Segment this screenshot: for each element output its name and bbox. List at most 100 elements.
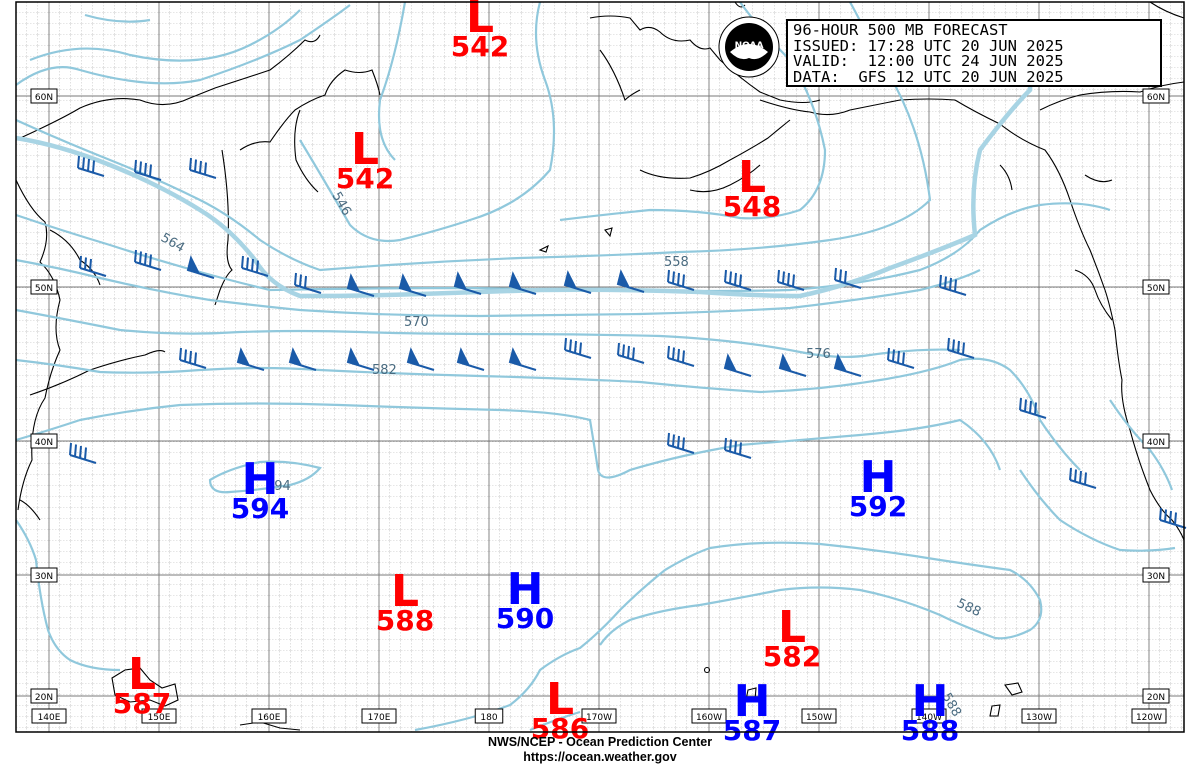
svg-text:40N: 40N [35,438,53,448]
wind-barb [667,345,695,367]
noaa-logo: NOAA [718,16,780,78]
wind-barb [617,342,645,364]
lat-label-left: 60N [30,88,58,104]
lat-label-right: 20N [1142,688,1170,704]
wind-barb [723,353,752,377]
svg-text:L: L [546,674,574,725]
map-border [15,1,1185,733]
lon-label: 140W [911,708,947,724]
svg-text:60N: 60N [35,93,53,103]
svg-text:130W: 130W [1026,713,1052,723]
contour-label: 570 [404,315,429,330]
footer-agency: NWS/NCEP - Ocean Prediction Center [487,735,713,749]
svg-text:L: L [778,602,806,653]
svg-text:20N: 20N [35,693,53,703]
wind-barb [667,269,695,291]
lon-label: 180 [474,708,504,724]
svg-text:30N: 30N [35,572,53,582]
svg-text:588: 588 [376,604,434,637]
wind-barb [456,347,485,371]
svg-text:140W: 140W [916,713,942,723]
wind-barb [777,269,805,291]
wind-barb [134,159,162,181]
svg-text:H: H [860,452,897,503]
svg-text:180: 180 [480,713,497,723]
lat-label-right: 50N [1142,279,1170,295]
lat-label-right: 40N [1142,433,1170,449]
wind-barb [1019,397,1047,419]
wind-barb [616,269,645,293]
info-line-valid: VALID: 12:00 UTC 24 JUN 2025 [793,52,1064,71]
svg-text:160E: 160E [258,713,281,723]
wind-barb [724,437,752,459]
svg-text:H: H [242,454,279,505]
svg-text:590: 590 [496,602,554,635]
lon-label: 140E [31,708,67,724]
contour-label: 582 [372,363,397,378]
wind-barb [288,347,317,371]
wind-barb [833,353,862,377]
svg-text:40N: 40N [1147,438,1165,448]
contour-label: 576 [806,347,831,362]
svg-text:60N: 60N [1147,93,1165,103]
noaa-logo-text: NOAA [735,41,764,51]
lat-label-right: 60N [1142,88,1170,104]
svg-text:H: H [734,676,771,727]
wind-barb [346,347,375,371]
footer-url[interactable]: https://ocean.weather.gov [523,750,677,764]
latitude-labels: 60N 60N 50N 50N 40N 40N 30N 30N 20N 20N [30,88,1170,704]
svg-text:160W: 160W [696,713,722,723]
svg-text:L: L [391,566,419,617]
lon-label: 170W [581,708,617,724]
svg-text:542: 542 [336,162,394,195]
info-line-data: DATA: GFS 12 UTC 20 JUN 2025 [793,67,1064,86]
wind-barb [453,271,482,295]
svg-text:587: 587 [723,714,781,747]
wind-barb [294,272,322,294]
svg-text:588: 588 [901,714,959,747]
contour-label: 594 [266,479,291,494]
wind-barb [834,267,862,289]
wind-barb [947,337,975,359]
lon-label: 150W [801,708,837,724]
wind-barb [563,270,592,294]
lon-label: 150E [141,708,177,724]
wind-barb [778,353,807,377]
svg-text:50N: 50N [1147,284,1165,294]
svg-text:150E: 150E [148,713,171,723]
lon-label: 130W [1021,708,1057,724]
wind-barb [1159,507,1187,529]
lon-label: 120W [1131,708,1167,724]
svg-text:587: 587 [113,687,171,720]
wind-barb [887,347,915,369]
svg-text:542: 542 [451,30,509,63]
lon-label: 160W [691,708,727,724]
svg-text:592: 592 [849,490,907,523]
wind-barb [346,273,375,297]
svg-text:582: 582 [763,640,821,673]
fine-grid [16,2,1184,732]
wind-barb [667,432,695,454]
wind-barb [186,255,215,279]
wind-barb [508,347,537,371]
wind-barb [406,347,435,371]
svg-text:140E: 140E [38,713,61,723]
lat-label-left: 50N [30,279,58,295]
svg-text:H: H [912,676,949,727]
wind-barb [724,269,752,291]
wind-barbs [69,155,1187,529]
svg-text:L: L [128,649,156,700]
wind-barb [179,347,207,369]
lon-label: 160E [251,708,287,724]
wind-barb [69,442,97,464]
